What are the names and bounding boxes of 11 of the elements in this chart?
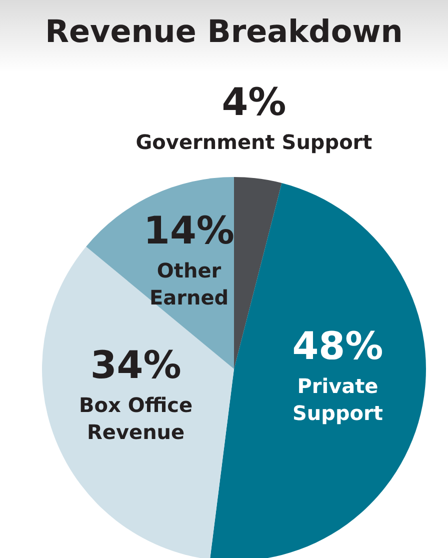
data-label: 4% bbox=[222, 80, 286, 124]
pie-slice bbox=[234, 177, 282, 369]
slice-label: Private Support bbox=[292, 374, 384, 425]
pie-slice bbox=[42, 246, 234, 558]
data-label: 34% bbox=[90, 342, 182, 387]
chart-title: Revenue Breakdown bbox=[44, 14, 404, 50]
slice-label: Government Support bbox=[136, 130, 373, 154]
slice-label: Box Office Revenue bbox=[79, 392, 193, 444]
data-label: 48% bbox=[292, 324, 384, 368]
slice-label: Other Earned bbox=[149, 258, 229, 310]
data-label: 14% bbox=[144, 208, 235, 252]
